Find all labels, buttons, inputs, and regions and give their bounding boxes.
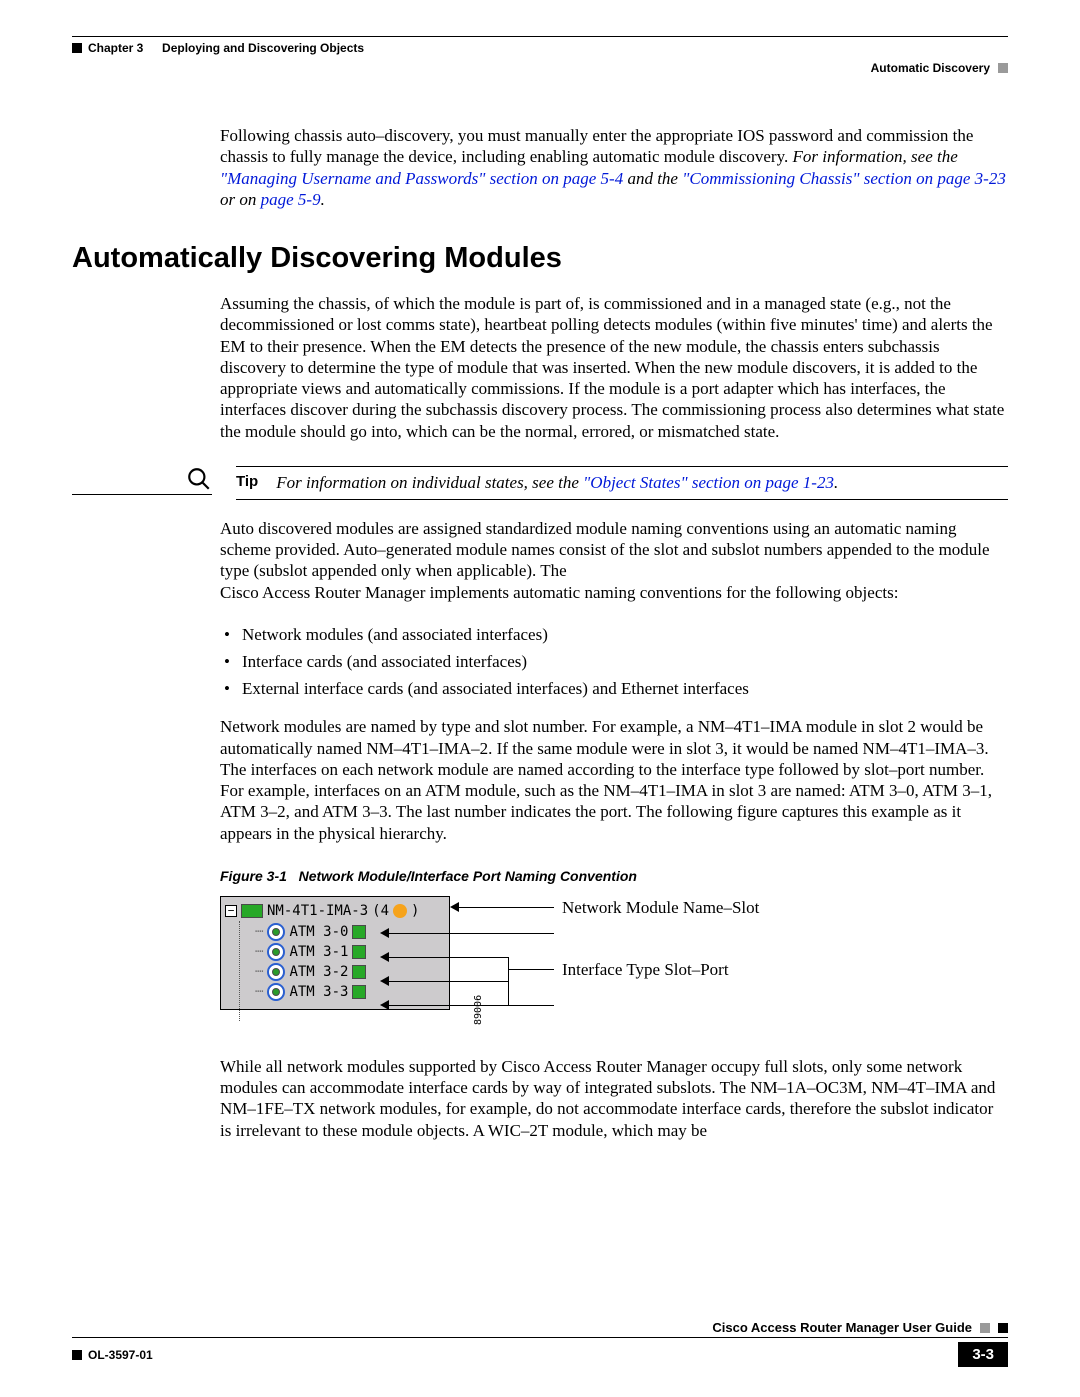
tree-child-row: ┈ ATM 3-0 <box>255 923 445 941</box>
page-number: 3-3 <box>958 1342 1008 1367</box>
tree-child-label: ATM 3-1 <box>289 944 348 960</box>
intro-paragraph: Following chassis auto–discovery, you mu… <box>220 125 1008 210</box>
port-ring-icon <box>267 923 285 941</box>
link-commissioning-chassis[interactable]: "Commissioning Chassis" section on page … <box>682 169 1006 188</box>
module-chip-icon <box>241 904 263 918</box>
paragraph-example: Network modules are named by type and sl… <box>220 716 1008 844</box>
list-item: Interface cards (and associated interfac… <box>220 648 1008 675</box>
footer-guide-title: Cisco Access Router Manager User Guide <box>712 1320 972 1335</box>
port-ring-icon <box>267 943 285 961</box>
collapse-icon[interactable]: − <box>225 905 237 917</box>
paragraph-modules: Assuming the chassis, of which the modul… <box>220 293 1008 442</box>
tree-child-row: ┈ ATM 3-2 <box>255 963 445 981</box>
link-object-states[interactable]: "Object States" section on page 1-23 <box>583 473 834 492</box>
chapter-title: Deploying and Discovering Objects <box>162 41 364 55</box>
figure-tree: − NM-4T1-IMA-3 (4 ) ┈ ATM 3-0 ┈ ATM 3-1 <box>220 896 1008 1036</box>
footer-bullet-icon <box>72 1350 82 1360</box>
section-heading: Automatically Discovering Modules <box>72 242 1008 275</box>
tree-child-label: ATM 3-0 <box>289 924 348 940</box>
footer-marker-icon <box>998 1323 1008 1333</box>
figure-caption: Figure 3-1 Network Module/Interface Port… <box>220 868 1008 884</box>
tip-icon <box>186 466 212 492</box>
callout-interface: Interface Type Slot–Port <box>562 960 729 980</box>
list-item: External interface cards (and associated… <box>220 675 1008 702</box>
paragraph-naming-b: Cisco Access Router Manager implements a… <box>220 582 1008 603</box>
list-item: Network modules (and associated interfac… <box>220 621 1008 648</box>
tree-child-label: ATM 3-3 <box>289 984 348 1000</box>
status-green-icon <box>352 925 366 939</box>
bullet-list: Network modules (and associated interfac… <box>220 621 1008 703</box>
paragraph-subslots: While all network modules supported by C… <box>220 1056 1008 1141</box>
chapter-label: Chapter 3 <box>88 41 143 55</box>
doc-id: OL-3597-01 <box>88 1348 153 1362</box>
header-marker-icon <box>998 63 1008 73</box>
status-green-icon <box>352 965 366 979</box>
paragraph-naming-a: Auto discovered modules are assigned sta… <box>220 518 1008 582</box>
link-managing-passwords[interactable]: "Managing Username and Passwords" sectio… <box>220 169 623 188</box>
section-label: Automatic Discovery <box>871 61 990 75</box>
port-ring-icon <box>267 963 285 981</box>
tree-child-label: ATM 3-2 <box>289 964 348 980</box>
tip-label: Tip <box>236 473 258 493</box>
tree-child-row: ┈ ATM 3-3 <box>255 983 445 1001</box>
tree-root-label: NM-4T1-IMA-3 <box>267 903 368 919</box>
callout-module: Network Module Name–Slot <box>562 898 759 918</box>
tree-root-row: − NM-4T1-IMA-3 (4 ) <box>225 903 445 919</box>
status-green-icon <box>352 985 366 999</box>
tree-panel: − NM-4T1-IMA-3 (4 ) ┈ ATM 3-0 ┈ ATM 3-1 <box>220 896 450 1010</box>
status-green-icon <box>352 945 366 959</box>
chapter-header: Chapter 3 Deploying and Discovering Obje… <box>72 41 364 55</box>
port-ring-icon <box>267 983 285 1001</box>
status-orange-icon <box>393 904 407 918</box>
footer-marker-icon <box>980 1323 990 1333</box>
tree-child-row: ┈ ATM 3-1 <box>255 943 445 961</box>
tip-text: For information on individual states, se… <box>276 473 1008 493</box>
header-bullet-icon <box>72 43 82 53</box>
link-page-5-9[interactable]: page 5-9 <box>261 190 321 209</box>
